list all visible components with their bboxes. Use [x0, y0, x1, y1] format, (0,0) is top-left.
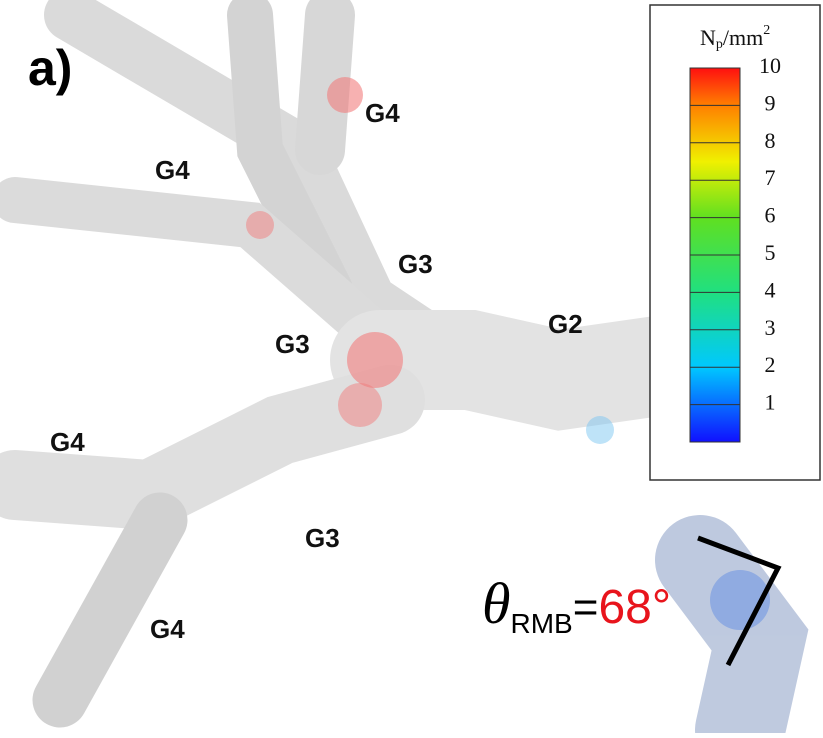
colorbar-tick-label: 3 [765, 315, 776, 340]
colorbar-tick-label: 4 [765, 277, 776, 302]
angle-subscript: RMB [511, 608, 573, 639]
title-unit: /mm [723, 25, 763, 50]
colorbar-tick-label: 8 [765, 128, 776, 153]
page: {"panel_label": "a)", "branch_labels": [… [0, 0, 823, 733]
colorbar-tick-label: 10 [759, 53, 781, 78]
title-symbol: N [700, 25, 716, 50]
angle-label: θRMB=68° [482, 571, 671, 639]
colorbar-tick-label: 6 [765, 203, 776, 228]
title-subscript: p [716, 37, 723, 52]
branch-label: G4 [155, 155, 190, 185]
figure: a) G4G4G3G2G3G4G3G4 Np/mm2 12345678910 θ… [0, 0, 823, 733]
colorbar-tick-label: 1 [765, 390, 776, 415]
branch-label: G3 [305, 523, 340, 553]
angle-value: 68° [598, 581, 671, 634]
panel-label: a) [28, 40, 72, 96]
colorbar-tick-label: 2 [765, 352, 776, 377]
branch-label: G4 [365, 98, 400, 128]
colorbar-tick-label: 9 [765, 90, 776, 115]
branch-label: G3 [275, 329, 310, 359]
colorbar-tick-label: 7 [765, 165, 776, 190]
title-superscript: 2 [763, 23, 770, 38]
angle-symbol: θ [482, 571, 511, 636]
colorbar-title: Np/mm2 [700, 23, 770, 52]
colorbar-tick-label: 5 [765, 240, 776, 265]
angle-equals: = [573, 583, 599, 632]
branch-label: G2 [548, 309, 583, 339]
branch-label: G3 [398, 249, 433, 279]
branch-label: G4 [50, 427, 85, 457]
branch-label: G4 [150, 614, 185, 644]
